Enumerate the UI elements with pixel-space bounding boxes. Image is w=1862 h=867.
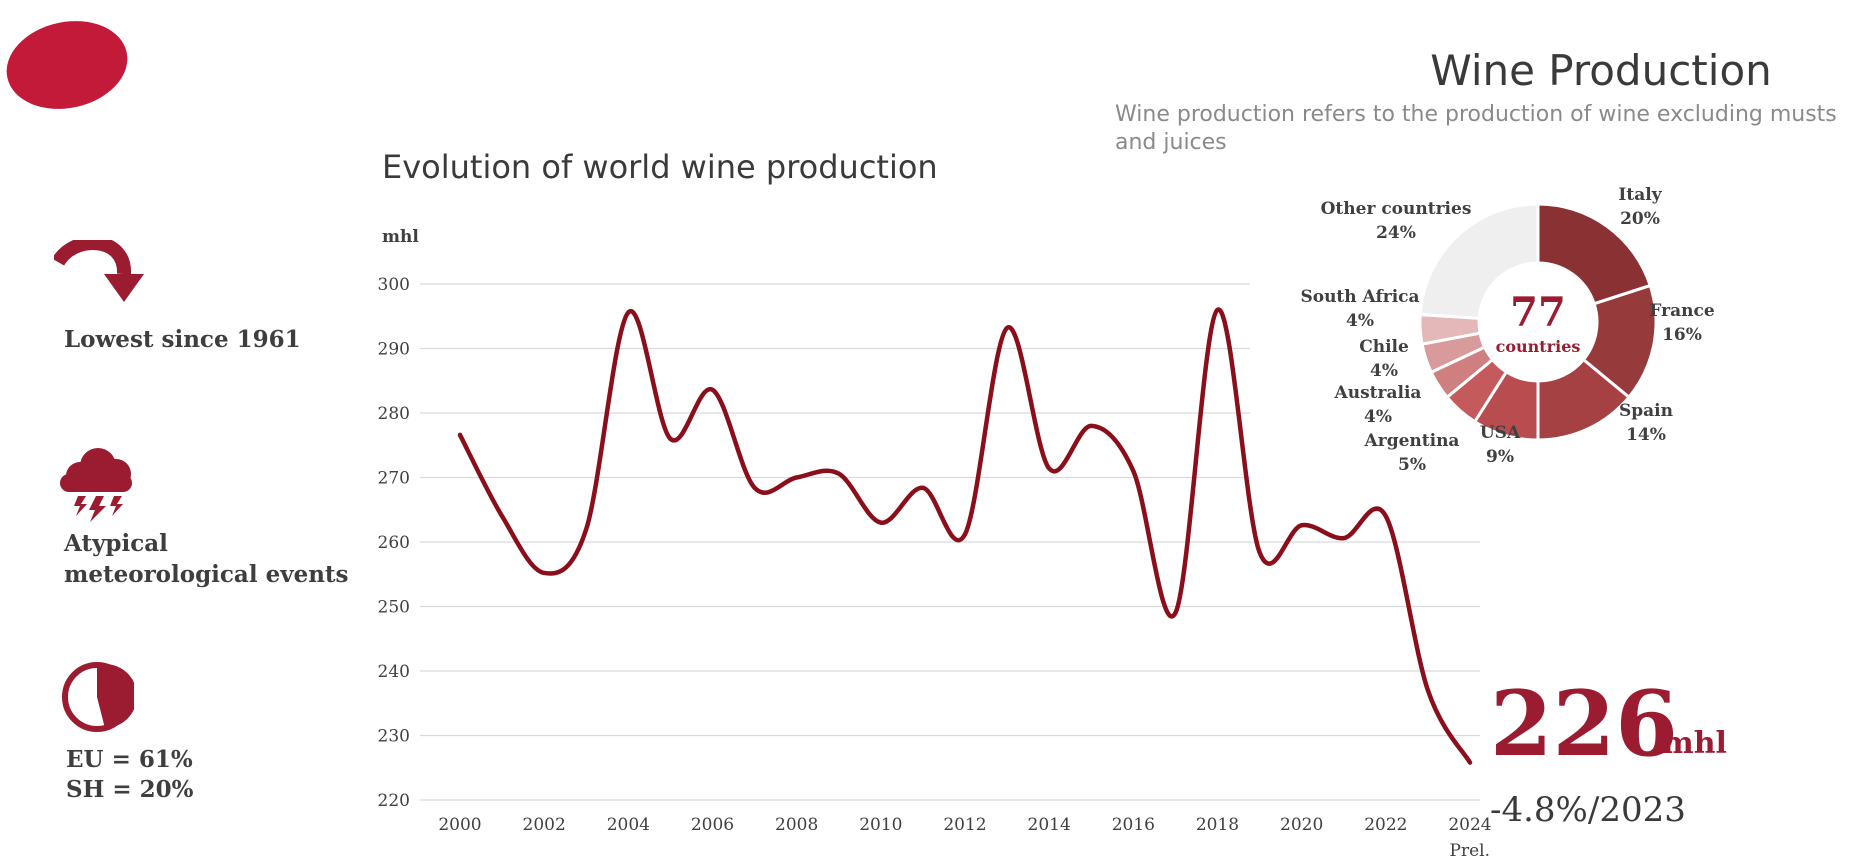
page-title: Wine Production [1430, 46, 1772, 95]
x-tick-label: 2016 [1112, 815, 1155, 835]
x-tick-label: 2020 [1280, 815, 1323, 835]
x-note-label: Prel. [1450, 841, 1490, 861]
y-tick-label: 280 [378, 404, 410, 424]
sidebar-item-label: EU = 61% [66, 746, 193, 773]
slice-label: Spain [1619, 401, 1673, 421]
slice-value-label: 4% [1370, 361, 1398, 381]
x-tick-label: 2006 [691, 815, 734, 835]
x-tick-label: 2018 [1196, 815, 1239, 835]
pie-slice [1418, 202, 1540, 320]
slice-label: Other countries [1321, 199, 1472, 219]
pie-slice [1536, 202, 1653, 306]
series-line [457, 307, 1473, 765]
slice-label: USA [1480, 423, 1521, 443]
y-tick-label: 270 [378, 469, 410, 489]
x-tick-label: 2002 [523, 815, 566, 835]
slice-value-label: 16% [1662, 325, 1702, 345]
x-tick-label: 2008 [775, 815, 818, 835]
x-tick-label: 2004 [607, 815, 650, 835]
sidebar-item-label: Lowest since 1961 [64, 326, 301, 353]
y-tick-label: 250 [378, 598, 410, 618]
pie-share-icon [60, 660, 137, 738]
sidebar-item-label: Atypical meteorological events [64, 530, 349, 588]
y-tick-label: 260 [378, 533, 410, 553]
y-axis-label: mhl [382, 227, 419, 247]
x-tick-label: 2022 [1364, 815, 1407, 835]
donut-chart: Italy 20% France 16% Spain 14% USA 9% Argentina 5… [1300, 185, 1714, 475]
slice-value-label: 4% [1364, 407, 1392, 427]
donut-center-label: countries [1496, 337, 1581, 356]
slice-label: Italy [1618, 185, 1662, 205]
x-tick-label: 2000 [438, 815, 481, 835]
x-tick-label: 2024 [1448, 815, 1491, 835]
slice-value-label: 14% [1626, 425, 1666, 445]
x-tick-label: 2012 [943, 815, 986, 835]
x-tick-label: 2014 [1028, 815, 1071, 835]
curved-arrow-down-icon [51, 236, 144, 320]
donut-center-value: 77 [1510, 289, 1566, 336]
slice-value-label: 9% [1486, 447, 1514, 467]
slice-value-label: 4% [1346, 311, 1374, 331]
headline-value: 226 [1490, 671, 1678, 777]
page-subtitle: Wine production refers to the production… [1115, 102, 1837, 155]
chart-title: Evolution of world wine production [382, 148, 938, 186]
y-tick-label: 290 [378, 340, 410, 360]
slice-label: Argentina [1364, 431, 1460, 451]
headline-unit: mhl [1662, 726, 1727, 761]
line-chart: mhl 300 290 280 270 260 250 240 230 220 2000 2002 20… [378, 227, 1492, 861]
x-tick-label: 2010 [859, 815, 902, 835]
y-tick-label: 240 [378, 662, 410, 682]
slice-label: Chile [1359, 337, 1409, 357]
sidebar: Lowest since 1961 Atypical meteorologica… [0, 230, 360, 830]
sidebar-item-label: SH = 20% [66, 776, 194, 803]
slice-value-label: 20% [1620, 209, 1660, 229]
y-tick-label: 230 [378, 727, 410, 747]
slice-value-label: 5% [1398, 455, 1426, 475]
slice-label: France [1649, 301, 1714, 321]
y-tick-label: 220 [378, 791, 410, 811]
slice-label: South Africa [1300, 287, 1419, 307]
headline-change: -4.8%/2023 [1490, 790, 1686, 830]
slice-label: Australia [1334, 383, 1422, 403]
slice-value-label: 24% [1376, 223, 1416, 243]
y-tick-label: 300 [378, 275, 410, 295]
brand-logo [0, 10, 136, 120]
storm-cloud-icon [56, 442, 140, 526]
